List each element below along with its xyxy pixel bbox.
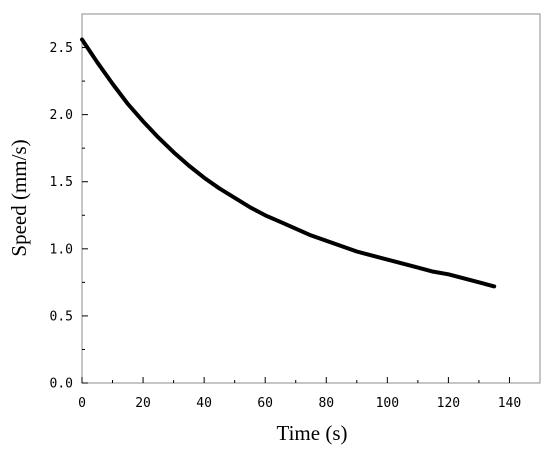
x-tick-label: 0 <box>78 396 86 411</box>
y-tick-label: 1.5 <box>50 175 73 190</box>
y-tick-label: 2.0 <box>50 108 73 123</box>
plot-frame <box>81 13 541 384</box>
y-tick-label: 0.5 <box>50 309 73 324</box>
x-tick-label: 120 <box>437 396 460 411</box>
x-tick-label: 60 <box>257 396 273 411</box>
y-tick-label: 1.0 <box>50 242 73 257</box>
y-tick-label: 0.0 <box>50 377 73 392</box>
x-tick-label: 80 <box>318 396 334 411</box>
x-axis-title: Time (s) <box>277 421 348 445</box>
x-tick-label: 20 <box>135 396 151 411</box>
y-axis-title: Speed (mm/s) <box>7 139 31 256</box>
x-tick-label: 100 <box>376 396 399 411</box>
x-tick-label: 140 <box>498 396 521 411</box>
speed-curve <box>80 37 497 289</box>
x-tick-label: 40 <box>196 396 212 411</box>
y-tick-label: 2.5 <box>50 41 73 56</box>
